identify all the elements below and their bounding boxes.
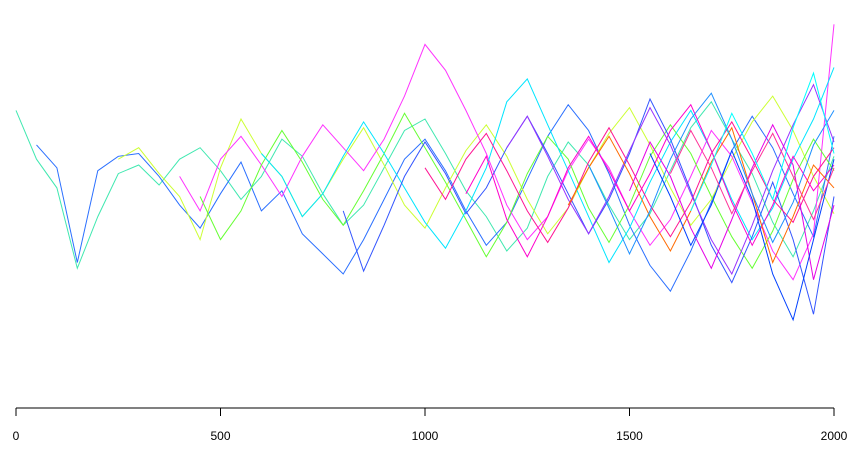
x-tick-label: 500: [210, 429, 230, 443]
series-line: [465, 103, 835, 258]
series-line: [649, 149, 835, 322]
series-line: [179, 24, 835, 281]
series-line: [36, 103, 835, 293]
series-line: [629, 123, 835, 280]
x-tick-label: 1500: [616, 429, 643, 443]
x-tick-label: 0: [13, 429, 20, 443]
series-line: [261, 67, 835, 264]
x-tick-label: 1000: [412, 429, 439, 443]
series-line: [506, 83, 835, 276]
series-line: [118, 95, 835, 242]
series-line: [567, 126, 835, 264]
series-line: [669, 129, 835, 221]
series-line: [588, 92, 835, 256]
series-line: [199, 112, 835, 270]
series-line: [15, 100, 835, 270]
series-line: [690, 71, 835, 212]
series-line: [424, 120, 835, 244]
x-tick-label: 2000: [821, 429, 848, 443]
